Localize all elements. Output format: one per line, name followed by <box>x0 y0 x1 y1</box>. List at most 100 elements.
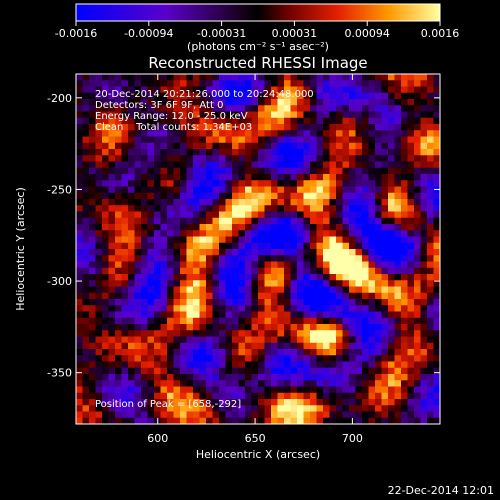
heatmap-cell <box>251 342 259 350</box>
heatmap-cell <box>316 149 324 156</box>
heatmap-cell <box>310 199 317 206</box>
heatmap-cell <box>251 242 259 250</box>
heatmap-cell <box>160 80 168 87</box>
heatmap-cell <box>407 167 415 175</box>
heatmap-cell <box>381 249 389 256</box>
heatmap-cell <box>375 311 382 319</box>
heatmap-cell <box>277 392 285 400</box>
heatmap-cell <box>414 199 421 206</box>
heatmap-cell <box>329 317 337 325</box>
heatmap-cell <box>206 149 213 156</box>
heatmap-cell <box>388 155 395 162</box>
heatmap-cell <box>303 105 311 112</box>
heatmap-cell <box>310 367 317 375</box>
heatmap-cell <box>232 380 239 387</box>
heatmap-cell <box>76 274 83 281</box>
heatmap-cell <box>89 386 96 394</box>
heatmap-cell <box>251 361 259 369</box>
heatmap-cell <box>121 111 129 119</box>
heatmap-cell <box>212 186 220 194</box>
heatmap-cell <box>290 236 298 244</box>
heatmap-cell <box>414 330 421 337</box>
heatmap-cell <box>160 130 168 137</box>
heatmap-cell <box>362 155 369 162</box>
heatmap-cell <box>297 174 304 181</box>
heatmap-cell <box>264 174 272 181</box>
heatmap-cell <box>186 386 194 394</box>
heatmap-cell <box>388 324 395 331</box>
heatmap-cell <box>401 267 408 275</box>
heatmap-cell <box>362 355 369 362</box>
heatmap-cell <box>329 199 337 206</box>
heatmap-cell <box>219 161 226 169</box>
heatmap-cell <box>381 311 389 319</box>
heatmap-cell <box>95 317 103 325</box>
heatmap-cell <box>381 305 389 312</box>
heatmap-cell <box>212 367 220 375</box>
heatmap-cell <box>238 99 246 106</box>
heatmap-cell <box>336 117 343 125</box>
heatmap-cell <box>303 330 311 337</box>
heatmap-cell <box>264 405 272 412</box>
heatmap-cell <box>186 311 194 319</box>
heatmap-cell <box>147 161 155 169</box>
heatmap-cell <box>362 105 369 112</box>
heatmap-cell <box>186 361 194 369</box>
heatmap-cell <box>89 86 96 94</box>
heatmap-cell <box>310 242 317 250</box>
heatmap-cell <box>407 261 415 269</box>
heatmap-cell <box>336 374 343 381</box>
heatmap-cell <box>115 249 122 256</box>
heatmap-cell <box>134 149 142 156</box>
heatmap-cell <box>193 399 200 406</box>
heatmap-cell <box>102 230 109 237</box>
heatmap-cell <box>199 105 207 112</box>
heatmap-cell <box>95 180 103 187</box>
heatmap-cell <box>336 286 343 294</box>
heatmap-cell <box>225 367 233 375</box>
heatmap-cell <box>316 305 324 312</box>
heatmap-cell <box>264 417 272 425</box>
heatmap-cell <box>167 124 174 131</box>
heatmap-cell <box>316 80 324 87</box>
heatmap-cell <box>232 349 239 356</box>
heatmap-cell <box>82 236 90 244</box>
heatmap-cell <box>173 392 181 400</box>
heatmap-cell <box>427 167 434 175</box>
heatmap-cell <box>238 355 246 362</box>
heatmap-cell <box>394 374 402 381</box>
heatmap-cell <box>147 342 155 350</box>
heatmap-cell <box>368 367 376 375</box>
heatmap-cell <box>329 136 337 144</box>
heatmap-cell <box>212 99 220 106</box>
heatmap-cell <box>206 174 213 181</box>
heatmap-cell <box>245 274 252 281</box>
heatmap-cell <box>76 330 83 337</box>
heatmap-cell <box>368 186 376 194</box>
heatmap-cell <box>375 142 382 150</box>
heatmap-cell <box>95 155 103 162</box>
heatmap-cell <box>199 255 207 262</box>
heatmap-cell <box>414 349 421 356</box>
heatmap-cell <box>349 267 356 275</box>
heatmap-cell <box>186 74 194 81</box>
heatmap-cell <box>238 261 246 269</box>
heatmap-cell <box>193 230 200 237</box>
heatmap-cell <box>394 161 402 169</box>
heatmap-cell <box>199 274 207 281</box>
heatmap-cell <box>121 336 129 344</box>
heatmap-cell <box>232 224 239 231</box>
heatmap-cell <box>362 199 369 206</box>
heatmap-cell <box>251 124 259 131</box>
heatmap-cell <box>284 124 291 131</box>
heatmap-cell <box>401 299 408 306</box>
heatmap-cell <box>193 117 200 125</box>
heatmap-cell <box>355 367 363 375</box>
heatmap-cell <box>342 199 350 206</box>
heatmap-cell <box>407 374 415 381</box>
heatmap-cell <box>128 130 135 137</box>
heatmap-cell <box>414 305 421 312</box>
heatmap-cell <box>284 199 291 206</box>
heatmap-cell <box>212 380 220 387</box>
heatmap-cell <box>134 286 142 294</box>
